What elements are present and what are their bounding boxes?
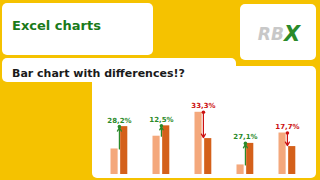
svg-text:27,1%: 27,1% (233, 133, 257, 141)
svg-text:17,7%: 17,7% (275, 123, 299, 131)
html-text:RBX: RBX (257, 22, 301, 46)
svg-text:12,5%: 12,5% (149, 116, 173, 124)
svg-text:33,3%: 33,3% (191, 102, 215, 110)
html-text:Bar chart with differences!?: Bar chart with differences!? (12, 67, 185, 80)
svg-text:28,2%: 28,2% (107, 117, 131, 125)
html-text:Excel charts: Excel charts (12, 18, 101, 33)
